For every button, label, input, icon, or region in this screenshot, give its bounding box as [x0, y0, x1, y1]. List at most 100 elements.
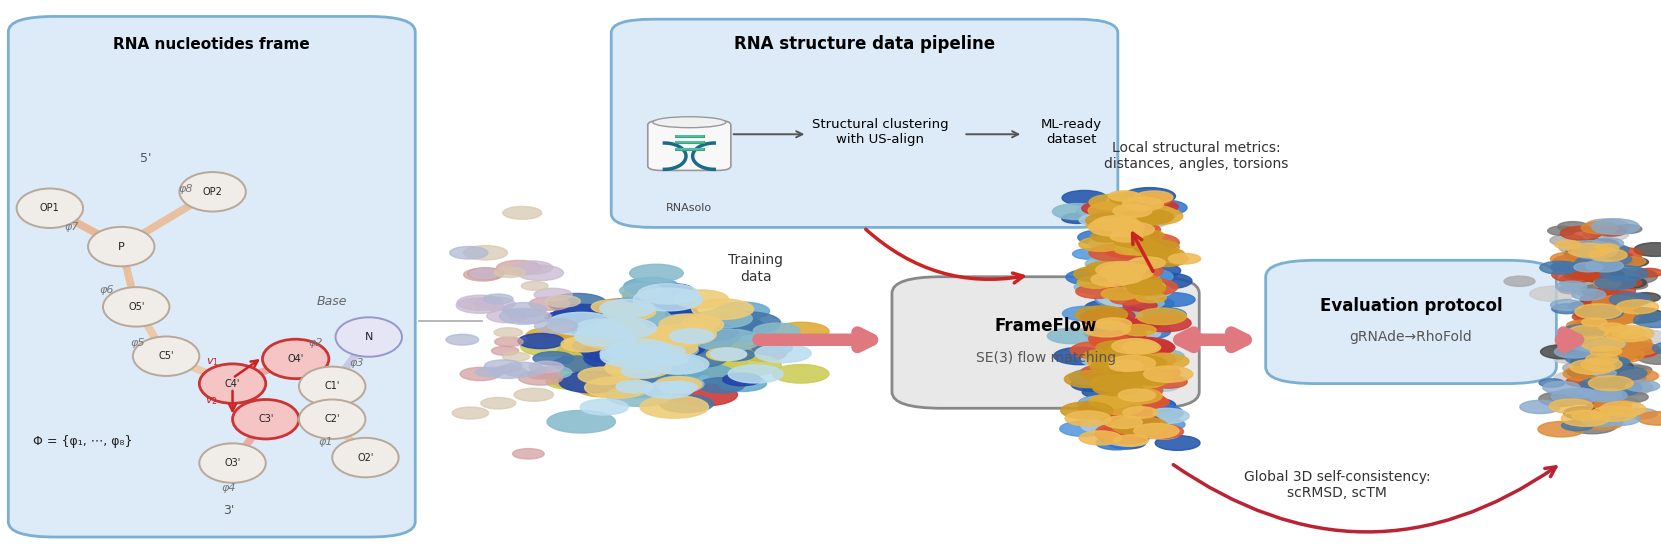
Circle shape [485, 360, 522, 372]
Ellipse shape [133, 336, 199, 376]
Text: O2': O2' [357, 453, 374, 463]
Circle shape [1123, 327, 1161, 340]
Circle shape [1110, 360, 1143, 372]
Circle shape [475, 367, 505, 377]
Circle shape [1575, 309, 1610, 321]
Circle shape [643, 345, 691, 362]
Text: φ5: φ5 [131, 338, 145, 347]
Circle shape [603, 332, 643, 345]
Circle shape [1123, 341, 1156, 352]
Circle shape [1093, 379, 1143, 396]
Circle shape [1566, 320, 1600, 331]
Circle shape [1146, 380, 1179, 391]
Circle shape [530, 361, 563, 373]
Circle shape [1568, 418, 1616, 434]
Circle shape [1571, 353, 1621, 370]
Circle shape [1568, 259, 1614, 275]
Circle shape [1123, 407, 1158, 418]
Circle shape [1090, 195, 1136, 210]
Circle shape [1144, 273, 1193, 289]
Circle shape [1583, 230, 1606, 238]
Circle shape [1601, 247, 1643, 261]
Text: φ1: φ1 [319, 437, 332, 447]
Circle shape [1096, 275, 1149, 292]
Text: C4': C4' [224, 379, 241, 389]
Circle shape [1578, 300, 1619, 313]
Circle shape [575, 378, 635, 397]
Circle shape [649, 357, 694, 372]
Circle shape [1133, 297, 1174, 311]
Circle shape [1601, 266, 1648, 281]
Circle shape [1088, 332, 1128, 345]
Circle shape [651, 334, 694, 348]
Circle shape [630, 325, 689, 345]
Circle shape [595, 319, 636, 333]
Circle shape [620, 323, 661, 337]
Circle shape [1591, 410, 1626, 422]
Circle shape [1131, 371, 1173, 385]
Circle shape [1586, 256, 1624, 268]
Circle shape [470, 269, 498, 279]
Circle shape [1100, 267, 1139, 280]
Circle shape [723, 373, 761, 386]
Circle shape [600, 320, 646, 335]
Circle shape [1096, 425, 1144, 440]
Circle shape [576, 326, 646, 349]
Circle shape [497, 260, 541, 275]
Circle shape [493, 328, 523, 337]
Circle shape [1110, 356, 1156, 371]
Circle shape [518, 370, 563, 385]
Circle shape [1123, 187, 1176, 205]
Circle shape [1568, 265, 1611, 279]
Circle shape [1101, 374, 1148, 390]
Circle shape [651, 355, 699, 371]
Circle shape [1100, 263, 1154, 281]
Circle shape [1136, 344, 1169, 355]
Circle shape [1124, 417, 1161, 429]
Text: Global 3D self-consistency:
scRMSD, scTM: Global 3D self-consistency: scRMSD, scTM [1244, 470, 1430, 500]
Circle shape [1091, 355, 1138, 369]
Circle shape [616, 380, 654, 393]
Circle shape [535, 288, 571, 301]
Text: ML-ready
dataset: ML-ready dataset [1041, 117, 1101, 146]
Circle shape [728, 365, 782, 383]
Circle shape [1095, 252, 1143, 267]
FancyBboxPatch shape [8, 16, 415, 537]
Circle shape [1113, 289, 1151, 301]
Circle shape [1603, 252, 1633, 261]
Circle shape [711, 321, 774, 341]
Circle shape [1596, 226, 1628, 236]
Circle shape [605, 357, 671, 379]
Circle shape [546, 374, 591, 389]
Circle shape [1143, 418, 1184, 431]
Circle shape [1571, 411, 1603, 421]
Circle shape [1588, 366, 1629, 379]
Text: Φ = {φ₁, ⋯, φ₈}: Φ = {φ₁, ⋯, φ₈} [33, 435, 133, 448]
Circle shape [606, 298, 668, 318]
Circle shape [698, 378, 744, 393]
Circle shape [1108, 206, 1144, 217]
Circle shape [1570, 359, 1614, 374]
Circle shape [706, 348, 746, 361]
Circle shape [591, 312, 639, 328]
Circle shape [1133, 194, 1164, 204]
Circle shape [530, 297, 570, 310]
Circle shape [1124, 423, 1174, 438]
Circle shape [1588, 297, 1623, 309]
Ellipse shape [17, 189, 83, 228]
Circle shape [618, 322, 656, 335]
Circle shape [565, 352, 601, 364]
Circle shape [573, 336, 635, 356]
Circle shape [1090, 397, 1128, 409]
Circle shape [1590, 346, 1621, 356]
Circle shape [1078, 202, 1129, 218]
Circle shape [718, 355, 781, 376]
Circle shape [1128, 269, 1173, 284]
Circle shape [1593, 279, 1621, 288]
Circle shape [644, 321, 689, 336]
Circle shape [1126, 261, 1158, 272]
Circle shape [1106, 226, 1139, 236]
Circle shape [1113, 388, 1163, 404]
Circle shape [1083, 385, 1123, 398]
Circle shape [578, 323, 638, 343]
